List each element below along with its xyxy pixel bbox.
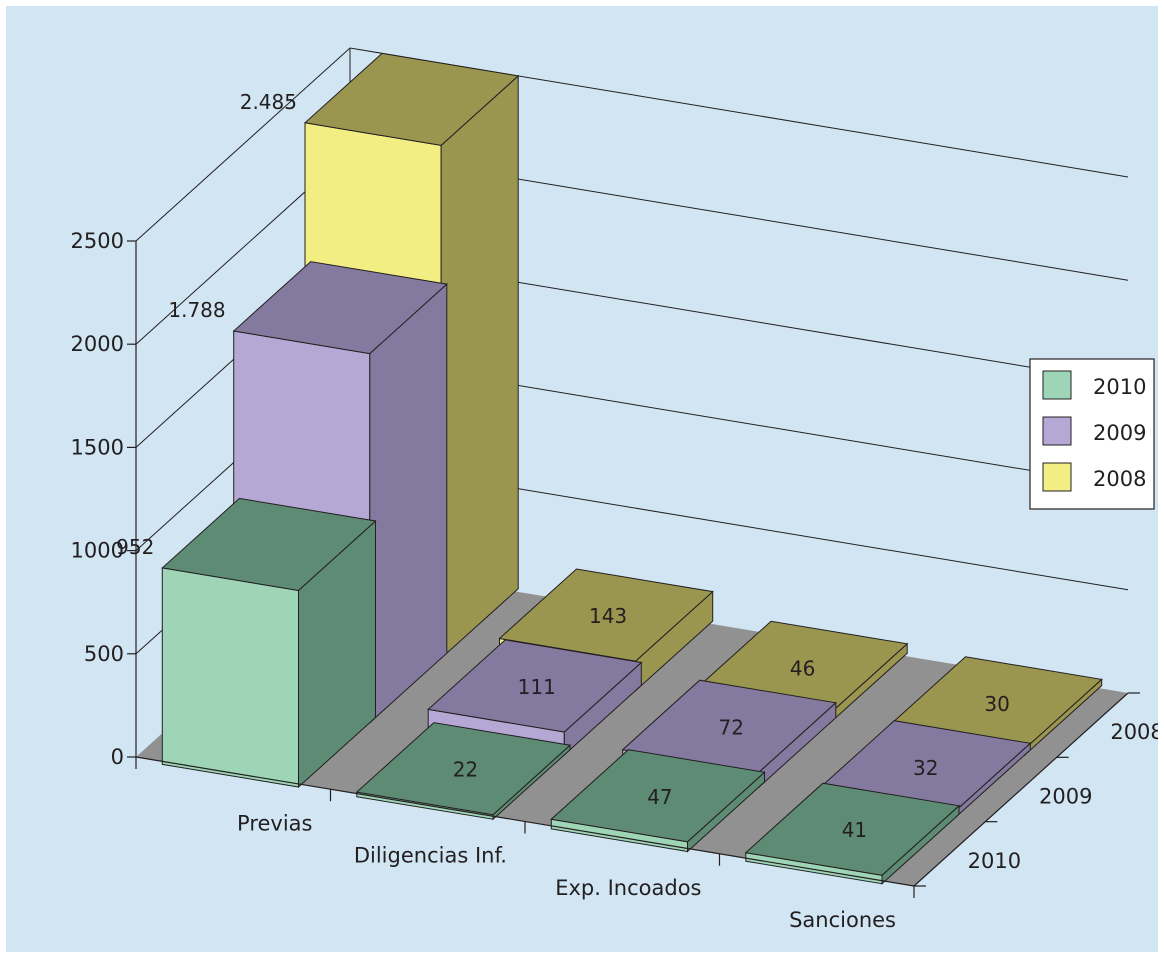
data-label-2009-2: 72 xyxy=(719,715,744,739)
data-label-2010-3: 41 xyxy=(842,818,867,842)
legend-swatch-2010 xyxy=(1042,370,1072,400)
gridline xyxy=(135,47,1129,242)
y-axis: 0 500 1000 1500 2000 2500 xyxy=(71,229,137,769)
x-axis-line xyxy=(135,756,915,887)
y-tick-label: 0 xyxy=(111,745,124,769)
category-label: Previas xyxy=(237,811,312,835)
depth-axis-line xyxy=(913,692,1129,887)
bars xyxy=(161,52,1103,885)
data-label-2008-2: 46 xyxy=(790,656,815,680)
legend-label-2010: 2010 xyxy=(1093,375,1146,399)
depth-label: 2009 xyxy=(1039,785,1092,809)
bar-2010-0-front xyxy=(161,567,299,788)
data-label-2008-1: 143 xyxy=(589,604,627,628)
bar-2009-0-side xyxy=(369,282,448,724)
data-label-2010-0: 952 xyxy=(116,535,154,559)
y-tick-label: 1500 xyxy=(71,435,124,459)
bar-2010-0 xyxy=(161,497,377,789)
bar-2010-2 xyxy=(550,749,766,853)
data-label-2009-0: 1.788 xyxy=(168,298,225,322)
bar-chart-3d: 0 500 1000 1500 2000 2500 2.485 143 46 30 1.788 11… xyxy=(71,47,1158,932)
bar-2010-3-top xyxy=(744,782,961,876)
legend: 2010 2009 2008 xyxy=(1029,358,1155,510)
legend-swatch-2008 xyxy=(1042,462,1072,492)
y-tick-label: 500 xyxy=(84,642,124,666)
depth-axis: 2008 2009 2010 xyxy=(913,692,1158,887)
legend-label-2009: 2009 xyxy=(1093,421,1146,445)
y-tick-label: 2500 xyxy=(71,229,124,253)
data-label-2010-1: 22 xyxy=(453,758,478,782)
bar-2010-1 xyxy=(355,722,572,821)
y-tick-label: 2000 xyxy=(71,332,124,356)
data-label-2008-3: 30 xyxy=(984,692,1009,716)
category-label: Exp. Incoados xyxy=(555,876,701,900)
bar-2008-0-side xyxy=(440,74,519,660)
bar-2008-0-top xyxy=(303,52,520,146)
data-label-2009-3: 32 xyxy=(913,756,938,780)
y-tick-label: 1000 xyxy=(71,539,124,563)
bar-2010-3 xyxy=(744,782,961,885)
bar-2009-0-top xyxy=(232,261,448,355)
category-label: Sanciones xyxy=(789,908,896,932)
data-labels: 2.485 143 46 30 1.788 111 72 32 952 22 47 41 xyxy=(116,90,1010,842)
data-label-2010-2: 47 xyxy=(647,785,672,809)
bar-2009-1-top xyxy=(427,639,643,733)
data-label-2009-1: 111 xyxy=(518,675,556,699)
bar-2010-2-top xyxy=(550,749,766,843)
legend-label-2008: 2008 xyxy=(1093,467,1146,491)
category-label: Diligencias Inf. xyxy=(354,844,507,868)
chart-background: 0 500 1000 1500 2000 2500 2.485 143 46 30 1.788 11… xyxy=(6,6,1158,952)
bar-2010-0-top xyxy=(161,497,377,592)
depth-label: 2008 xyxy=(1110,720,1158,744)
category-axis: Previas Diligencias Inf. Exp. Incoados Sanc… xyxy=(135,756,915,932)
bar-2010-1-top xyxy=(355,722,572,816)
depth-label: 2010 xyxy=(968,849,1021,873)
data-label-2008-0: 2.485 xyxy=(240,90,297,114)
legend-swatch-2009 xyxy=(1042,416,1072,446)
